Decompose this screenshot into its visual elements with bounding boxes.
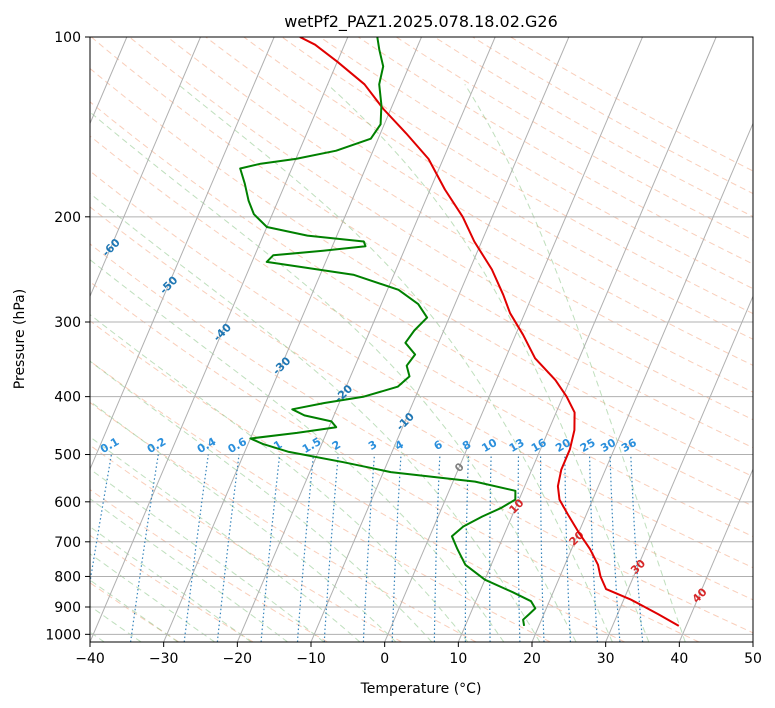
- moist-adiabat-line: [90, 400, 397, 642]
- isotherm-line: [90, 37, 349, 642]
- dewpoint-profile-line: [239, 37, 537, 627]
- moist-adiabat-line: [90, 468, 325, 642]
- x-tick-label: −40: [75, 651, 105, 667]
- y-tick-label: 500: [54, 448, 81, 464]
- y-axis-label: Pressure (hPa): [12, 289, 28, 389]
- x-tick-label: −20: [223, 651, 253, 667]
- dry-adiabat-line: [90, 243, 753, 634]
- mixing-ratio-line: [588, 454, 598, 642]
- isotherm-line: [457, 37, 717, 642]
- dry-adiabat-line: [90, 360, 551, 642]
- isotherm-line: [605, 295, 753, 642]
- dry-adiabat-line: [167, 37, 753, 393]
- moist-adiabat-line: [90, 111, 577, 642]
- isotherm-line: [531, 122, 753, 642]
- moist-adiabat-line: [464, 84, 686, 642]
- dry-adiabat-line: [434, 37, 753, 218]
- mixing-ratio-lines: [90, 454, 644, 642]
- isotherm-line: [678, 467, 753, 642]
- y-tick-label: 900: [54, 600, 81, 616]
- moist-adiabat-line: [90, 436, 361, 642]
- isotherm-line: [90, 37, 201, 298]
- dry-adiabat-line: [472, 37, 753, 195]
- dry-adiabat-line: [90, 488, 328, 642]
- isotherm-line: [310, 37, 570, 642]
- dry-adiabat-line: [90, 101, 753, 507]
- mixing-ratio-line: [391, 454, 402, 642]
- isotherm-line: [90, 37, 275, 471]
- y-tick-label: 300: [54, 315, 81, 331]
- mixing-ratio-line: [609, 454, 621, 642]
- mixing-ratio-line: [630, 454, 644, 642]
- mixing-ratio-line: [564, 454, 571, 642]
- y-tick-label: 600: [54, 495, 81, 511]
- moist-adiabat-line: [90, 526, 252, 642]
- y-tick-label: 800: [54, 569, 81, 585]
- dry-adiabat-line: [90, 401, 477, 642]
- y-tick-label: 700: [54, 535, 81, 551]
- dry-adiabat-line: [319, 37, 753, 290]
- dry-adiabat-line: [90, 67, 753, 478]
- dry-adiabat-line: [90, 534, 254, 642]
- chart-title: wetPf2_PAZ1.2025.078.18.02.G26: [284, 12, 558, 32]
- y-tick-label: 100: [54, 30, 81, 46]
- moist-adiabat-line: [90, 579, 179, 642]
- x-axis-label: Temperature (°C): [360, 681, 482, 697]
- x-tick-label: −10: [296, 651, 326, 667]
- moist-adiabat-line: [90, 313, 469, 642]
- moist-adiabat-line: [90, 192, 541, 642]
- x-tick-label: 40: [670, 651, 688, 667]
- dry-adiabat-line: [90, 281, 700, 642]
- mixing-ratio-line: [323, 454, 339, 642]
- mixing-ratio-line: [540, 454, 545, 642]
- y-tick-label: 400: [54, 390, 81, 406]
- x-tick-label: −30: [149, 651, 179, 667]
- dry-adiabat-line: [510, 37, 753, 172]
- isotherm-line: [384, 37, 643, 642]
- dry-adiabat-line: [281, 37, 753, 315]
- x-tick-label: 30: [597, 651, 615, 667]
- x-tick-label: 10: [449, 651, 467, 667]
- dry-adiabats: [90, 37, 753, 642]
- temperature-profile-line: [299, 37, 680, 627]
- x-axis-ticks: −40 −30 −20 −10 0 10 20 30 40 50: [75, 642, 762, 667]
- x-tick-label: 50: [744, 651, 762, 667]
- moist-adiabat-line: [90, 553, 215, 642]
- plot-area: -100-90-80-70-60-50-40-30-20-10010203040…: [90, 37, 753, 642]
- mixing-ratio-line: [517, 454, 521, 642]
- dry-adiabat-line: [396, 37, 753, 241]
- mixing-ratio-line: [433, 454, 441, 642]
- sounding-series: [239, 37, 680, 627]
- isotherm-line: [236, 37, 496, 642]
- y-tick-label: 1000: [45, 627, 81, 643]
- isotherm-line: [163, 37, 422, 642]
- mixing-ratio-line: [362, 454, 375, 642]
- mixing-ratio-line: [489, 454, 492, 642]
- dry-adiabat-line: [90, 320, 625, 642]
- dry-adiabat-line: [205, 37, 753, 366]
- y-axis-ticks: 100 200 300 400 500 600 700 800 900 1000: [45, 30, 90, 643]
- x-tick-label: 0: [380, 651, 389, 667]
- dry-adiabat-line: [129, 37, 753, 421]
- dry-adiabat-line: [90, 37, 753, 449]
- dry-adiabat-line: [357, 37, 753, 265]
- moist-adiabat-line: [177, 83, 613, 642]
- moist-adiabat-line: [90, 259, 505, 642]
- y-tick-label: 200: [54, 210, 81, 226]
- mixing-ratio-line: [296, 454, 315, 642]
- isotherm-grid: [90, 37, 753, 642]
- plot-frame: [89, 36, 754, 643]
- x-tick-label: 20: [523, 651, 541, 667]
